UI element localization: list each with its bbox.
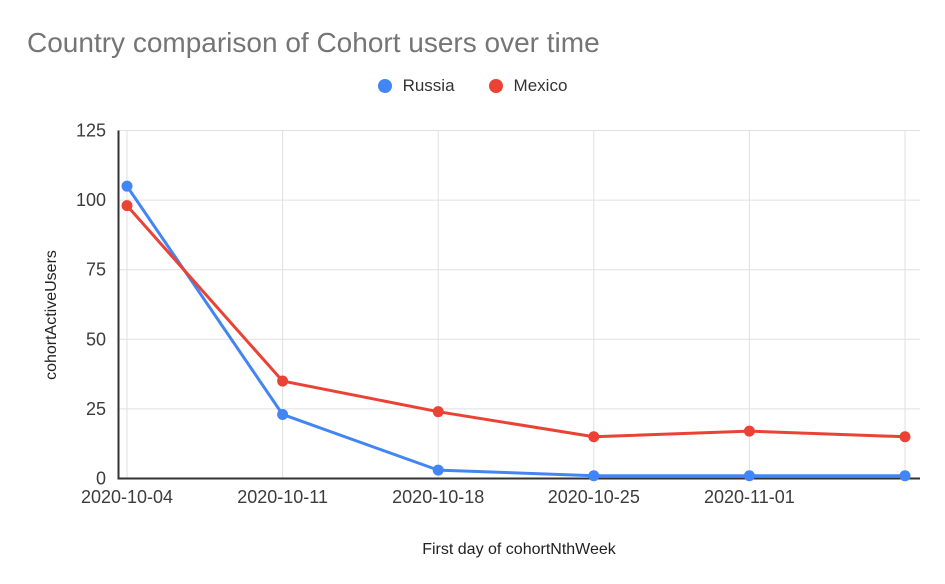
x-axis-title: First day of cohortNthWeek bbox=[422, 541, 616, 558]
y-tick-label: 50 bbox=[86, 329, 106, 349]
legend-dot-russia-icon bbox=[377, 79, 392, 93]
legend-item-russia[interactable]: Russia bbox=[377, 76, 455, 96]
data-point-russia bbox=[743, 470, 755, 482]
data-point-russia bbox=[588, 470, 600, 482]
x-tick-label: 2020-10-04 bbox=[81, 487, 173, 507]
data-point-russia bbox=[121, 180, 133, 192]
data-point-mexico bbox=[899, 431, 911, 443]
legend-item-mexico[interactable]: Mexico bbox=[488, 76, 568, 96]
data-point-russia bbox=[899, 470, 911, 482]
data-point-russia bbox=[432, 464, 444, 476]
x-tick-label: 2020-10-11 bbox=[237, 487, 328, 507]
data-point-russia bbox=[277, 408, 289, 420]
series-line-mexico bbox=[125, 204, 907, 439]
data-point-mexico bbox=[743, 425, 755, 437]
y-tick-label: 25 bbox=[86, 399, 106, 419]
x-tick-label: 2020-10-18 bbox=[392, 487, 484, 507]
y-tick-label: 100 bbox=[76, 190, 106, 210]
y-tick-label: 0 bbox=[96, 469, 106, 489]
series-line-russia bbox=[125, 184, 907, 478]
chart-title: Country comparison of Cohort users over … bbox=[27, 27, 600, 58]
y-tick-label: 75 bbox=[86, 260, 106, 280]
x-tick-label: 2020-10-25 bbox=[548, 487, 640, 507]
y-tick-label: 125 bbox=[76, 121, 106, 141]
data-point-mexico bbox=[277, 375, 289, 387]
data-point-mexico bbox=[588, 431, 600, 443]
data-point-mexico bbox=[432, 406, 444, 418]
legend-label-russia: Russia bbox=[402, 76, 455, 95]
legend-label-mexico: Mexico bbox=[513, 76, 568, 95]
legend-dot-mexico-icon bbox=[488, 79, 503, 93]
legend: Russia Mexico bbox=[0, 76, 945, 96]
x-tick-label: 2020-11-01 bbox=[704, 487, 795, 507]
data-point-mexico bbox=[121, 200, 133, 212]
